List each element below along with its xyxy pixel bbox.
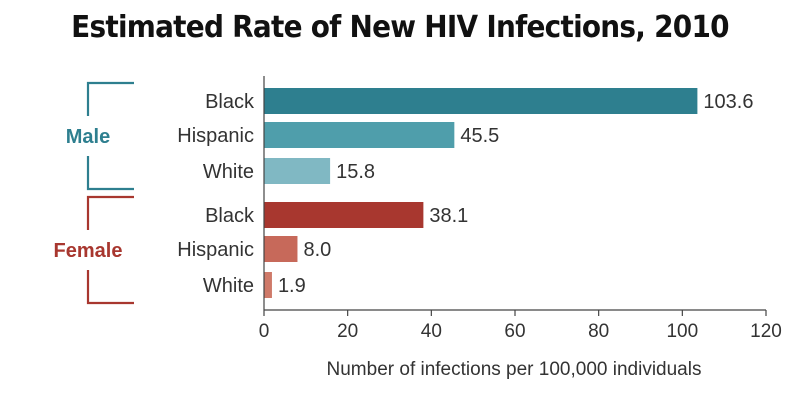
bar-female-hispanic — [264, 236, 298, 262]
x-tick-label-120: 120 — [750, 321, 782, 342]
x-axis-title: Number of infections per 100,000 individ… — [327, 359, 702, 380]
group-brackets — [86, 81, 134, 305]
x-tick-label-0: 0 — [259, 321, 270, 342]
bars — [264, 88, 698, 298]
bar-female-white — [264, 272, 272, 298]
group-labels: Male Female — [54, 126, 123, 262]
bracket-female — [86, 195, 134, 305]
bar-male-hispanic — [264, 122, 455, 148]
bar-male-black — [264, 88, 698, 114]
value-label-male-hispanic: 45.5 — [460, 125, 499, 147]
category-label-female-black: Black — [205, 205, 255, 227]
bar-male-white — [264, 158, 331, 184]
x-tick-label-80: 80 — [588, 321, 609, 342]
category-label-female-hispanic: Hispanic — [177, 239, 254, 261]
group-label-female: Female — [54, 240, 123, 262]
value-label-male-black: 103.6 — [703, 91, 753, 113]
category-label-male-hispanic: Hispanic — [177, 125, 254, 147]
x-tick-label-100: 100 — [666, 321, 698, 342]
category-labels: Black Hispanic White Black Hispanic White — [177, 91, 255, 297]
value-label-male-white: 15.8 — [336, 161, 375, 183]
value-labels: 103.6 45.5 15.8 38.1 8.0 1.9 — [278, 91, 754, 297]
x-tick-label-40: 40 — [421, 321, 442, 342]
value-label-female-white: 1.9 — [278, 275, 306, 297]
value-label-female-hispanic: 8.0 — [303, 239, 331, 261]
bracket-male — [86, 81, 134, 191]
category-label-female-white: White — [203, 275, 254, 297]
bar-female-black — [264, 202, 424, 228]
axes: 0 20 40 60 80 100 120 — [259, 76, 782, 342]
group-label-male: Male — [66, 126, 110, 148]
value-label-female-black: 38.1 — [429, 205, 468, 227]
x-tick-label-60: 60 — [504, 321, 525, 342]
category-label-male-white: White — [203, 161, 254, 183]
category-label-male-black: Black — [205, 91, 255, 113]
chart-title: Estimated Rate of New HIV Infections, 20… — [71, 10, 729, 45]
x-tick-label-20: 20 — [337, 321, 358, 342]
